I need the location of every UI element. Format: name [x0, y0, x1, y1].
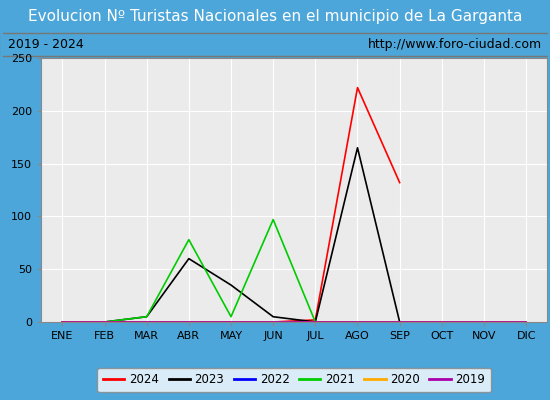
Text: http://www.foro-ciudad.com: http://www.foro-ciudad.com [367, 38, 542, 51]
Legend: 2024, 2023, 2022, 2021, 2020, 2019: 2024, 2023, 2022, 2021, 2020, 2019 [97, 368, 491, 392]
Text: Evolucion Nº Turistas Nacionales en el municipio de La Garganta: Evolucion Nº Turistas Nacionales en el m… [28, 9, 522, 24]
Text: 2019 - 2024: 2019 - 2024 [8, 38, 84, 51]
